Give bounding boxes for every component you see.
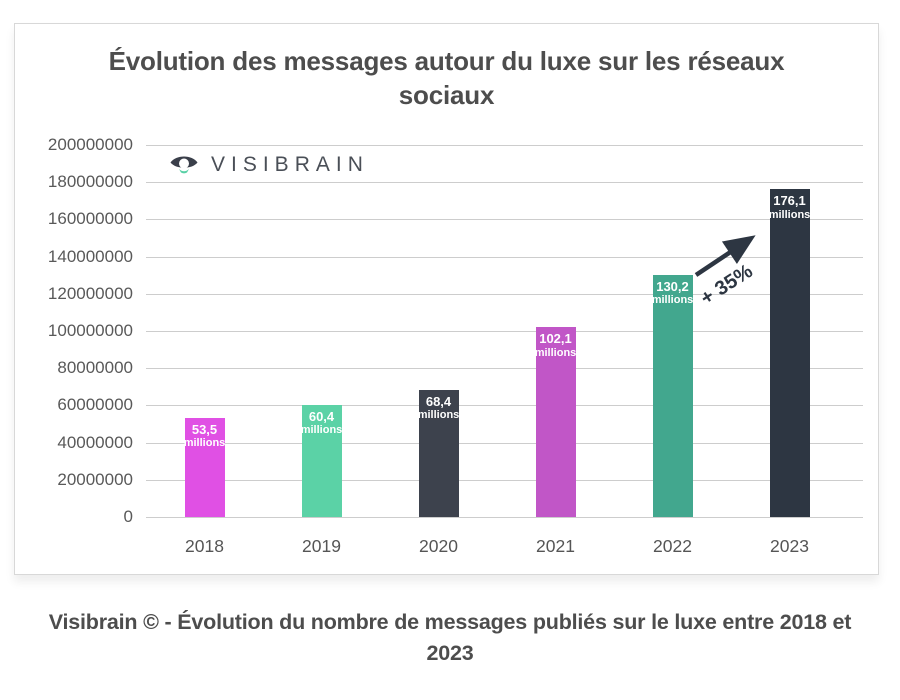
x-tick-label: 2019 — [302, 536, 341, 556]
bar-slot: 102,1 millions — [497, 145, 614, 517]
visibrain-eye-icon — [170, 156, 198, 174]
y-tick-label: 160000000 — [47, 209, 133, 229]
figure-caption: Visibrain © - Évolution du nombre de mes… — [0, 607, 900, 669]
x-tick-label: 2022 — [653, 536, 692, 556]
gridline — [146, 479, 863, 481]
y-tick-label: 100000000 — [47, 321, 133, 340]
bar-2018: 53,5 millions — [183, 417, 226, 517]
bar-2020: 68,4 millions — [417, 389, 460, 517]
chart-card: Évolution des messages autour du luxe su… — [14, 23, 879, 575]
y-tick-label: 60000000 — [57, 395, 133, 415]
y-tick-label: 140000000 — [47, 246, 133, 266]
growth-annotation: + 35% — [694, 235, 757, 310]
y-tick-label: 40000000 — [57, 432, 133, 452]
bar-2021: 102,1 millions — [534, 327, 577, 517]
bars-container: 53,5 millions 60,4 millions 68,4 millions 102,… — [146, 145, 848, 517]
bar-slot: 60,4 millions — [263, 145, 380, 517]
bar-value-label: 60,4 millions — [300, 408, 343, 437]
y-tick-label: 20000000 — [57, 469, 133, 489]
gridline — [146, 293, 863, 295]
bar-value-label: 130,2 millions — [651, 278, 694, 307]
gridline — [146, 145, 863, 146]
x-tick-label: 2021 — [536, 536, 575, 556]
bar-2022: 130,2 millions — [651, 274, 694, 517]
bar-value-label: 53,5 millions — [183, 421, 226, 450]
y-tick-label: 200000000 — [47, 135, 133, 154]
bar-value-label: 68,4 millions — [417, 393, 460, 422]
bar-slot: 130,2 millions — [614, 145, 731, 517]
visibrain-logo: VISIBRAIN — [167, 150, 375, 179]
gridline — [146, 182, 863, 184]
y-tick-label: 120000000 — [47, 283, 133, 303]
chart-title: Évolution des messages autour du luxe su… — [108, 46, 785, 111]
y-tick-label: 0 — [123, 507, 133, 526]
bar-2023: 176,1 millions — [768, 189, 811, 517]
bar-value-label: 102,1 millions — [534, 331, 577, 359]
gridline — [146, 517, 863, 518]
bar-value-label: 176,1 millions — [768, 193, 811, 222]
y-axis-labels: 200000000 180000000 160000000 140000000 1200… — [15, 135, 133, 526]
gridline — [146, 256, 863, 258]
x-tick-label: 2023 — [770, 536, 809, 556]
bar-slot: 176,1 millions — [731, 145, 848, 517]
plot-area — [146, 145, 863, 518]
x-tick-label: 2018 — [185, 536, 224, 556]
y-tick-label: 80000000 — [57, 358, 133, 378]
figure-caption-text: Visibrain © - Évolution du nombre de mes… — [48, 610, 852, 666]
bar-2019: 60,4 millions — [300, 404, 343, 517]
bar-slot: 68,4 millions — [380, 145, 497, 517]
x-tick-label: 2020 — [419, 536, 458, 556]
growth-arrow — [694, 235, 756, 277]
bar-slot: 53,5 millions — [146, 145, 263, 517]
gridline — [146, 442, 863, 444]
x-axis-labels: 2018 2019 2020 2021 2022 2023 — [146, 536, 848, 562]
y-tick-label: 180000000 — [47, 172, 133, 192]
gridline — [146, 405, 863, 407]
gridline — [146, 331, 863, 332]
visibrain-logo-text: VISIBRAIN — [211, 152, 369, 176]
gridline — [146, 368, 863, 370]
gridline — [146, 219, 863, 221]
